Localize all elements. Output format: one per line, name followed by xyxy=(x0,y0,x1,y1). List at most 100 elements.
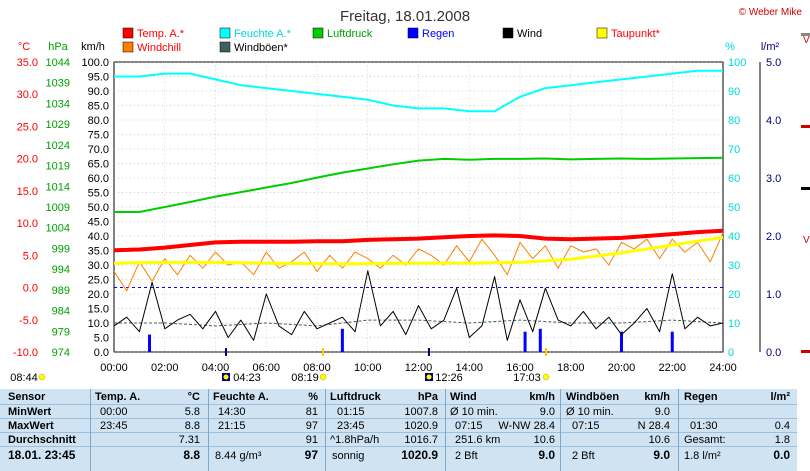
tick-pressure: 989 xyxy=(52,285,70,297)
col-divider xyxy=(560,389,561,471)
tick-humidity: 50 xyxy=(728,202,740,214)
legend-label: Taupunkt* xyxy=(611,28,661,40)
max-gust-a: 07:15 xyxy=(572,420,600,432)
min-hum-time: 14:30 xyxy=(218,406,246,418)
sun-icon xyxy=(319,373,327,381)
tick-x: 12:00 xyxy=(405,362,433,374)
tick-humidity: 80 xyxy=(728,115,740,127)
cur-rain-a: 1.8 l/m² xyxy=(684,450,721,462)
rain-bar xyxy=(340,328,344,352)
edge-mark-mid: V xyxy=(803,235,810,246)
tick-wind: 65.0 xyxy=(88,159,109,171)
tick-pressure: 999 xyxy=(52,243,70,255)
col-divider xyxy=(325,389,326,471)
max-hum-time: 21:15 xyxy=(218,420,246,432)
series-layer xyxy=(113,69,724,352)
tick-wind: 95.0 xyxy=(88,72,109,84)
axis-label-wind: km/h xyxy=(81,41,105,53)
rain-bar xyxy=(148,334,152,352)
legend-swatch xyxy=(219,41,231,53)
tick-wind: 10.0 xyxy=(88,318,109,330)
max-press-time: 23:45 xyxy=(337,420,365,432)
min-temp-val: 5.8 xyxy=(184,406,200,418)
legend-item: Windböen* xyxy=(219,41,289,54)
tick-wind: 35.0 xyxy=(88,246,109,258)
avg-temp-val: 7.31 xyxy=(178,434,200,446)
max-wind-a: 07:15 xyxy=(455,420,483,432)
axis-label-rain: l/m² xyxy=(761,41,780,53)
tick-rain: 3.0 xyxy=(766,173,781,185)
tick-wind: 70.0 xyxy=(88,144,109,156)
max-rain-val: 0.4 xyxy=(774,420,790,432)
tick-x: 04:00 xyxy=(202,362,230,374)
row-max-label: MaxWert xyxy=(8,420,54,432)
tick-humidity: 10 xyxy=(728,318,740,330)
series-luftdruck xyxy=(114,156,724,213)
legend-swatch xyxy=(219,27,231,39)
astro-marker: 04:23 xyxy=(222,372,261,384)
tick-temp: 0.0 xyxy=(23,283,38,295)
col-divider xyxy=(445,389,446,471)
avg-rain-val: 1.8 xyxy=(774,434,790,446)
min-wind-a: Ø 10 min. xyxy=(450,406,498,418)
avg-rain-a: Gesamt: xyxy=(684,434,726,446)
tick-x: 20:00 xyxy=(608,362,636,374)
tick-x: 08:00 xyxy=(303,362,331,374)
edge-tick-3 xyxy=(801,187,810,190)
legend-swatch xyxy=(502,27,514,39)
copyright: © Weber Mike xyxy=(739,7,803,18)
series-temp-a xyxy=(113,228,724,253)
moon-dot xyxy=(426,374,432,380)
tick-x: 10:00 xyxy=(354,362,382,374)
min-wind-val: 9.0 xyxy=(539,406,555,418)
astro-time: 08:44 xyxy=(10,372,38,384)
max-press-val: 1020.9 xyxy=(404,420,438,432)
cur-hum-val: 97 xyxy=(304,448,318,462)
tick-pressure: 984 xyxy=(52,306,70,318)
legend-label: Luftdruck xyxy=(327,28,373,40)
hdr-humidity: Feuchte A. xyxy=(213,391,269,403)
tick-pressure: 994 xyxy=(52,264,70,276)
astro-time: 12:26 xyxy=(435,372,463,384)
tick-pressure: 1009 xyxy=(46,202,70,214)
legend-item: Feuchte A.* xyxy=(219,27,292,40)
min-press-val: 1007.8 xyxy=(404,406,438,418)
tick-pressure: 1039 xyxy=(46,78,70,90)
astro-time: 17:03 xyxy=(513,372,541,384)
avg-wind-a: 251.6 km xyxy=(455,434,501,446)
tick-wind: 75.0 xyxy=(88,130,109,142)
col-divider xyxy=(208,389,209,471)
tick-wind: 50.0 xyxy=(88,202,109,214)
tick-pressure: 1034 xyxy=(46,98,70,110)
tick-wind: 5.0 xyxy=(94,333,109,345)
tick-pressure: 1004 xyxy=(46,223,70,235)
avg-gust-val: 10.6 xyxy=(648,434,670,446)
col-divider xyxy=(90,389,91,471)
hdr-pressure-unit: hPa xyxy=(417,391,438,403)
tick-x: 22:00 xyxy=(658,362,686,374)
legend-swatch xyxy=(407,27,419,39)
tick-humidity: 30 xyxy=(728,260,740,272)
tick-x: 24:00 xyxy=(709,362,737,374)
tick-humidity: 20 xyxy=(728,289,740,301)
moon-dot xyxy=(223,374,229,380)
min-gust-val: 9.0 xyxy=(654,406,670,418)
axes: °C 35.0 30.0 25.0 20.0 15.0 10.0 5.0 0.0 -5.0 -10.… xyxy=(13,41,781,374)
tick-x: 02:00 xyxy=(151,362,179,374)
hdr-temp: Temp. A. xyxy=(95,391,141,403)
astro-marker: 08:44 xyxy=(10,372,46,384)
rain-bar xyxy=(538,328,542,352)
max-gust-b: N 28.4 xyxy=(637,420,670,432)
tick-wind: 90.0 xyxy=(88,86,109,98)
tick-x: 18:00 xyxy=(557,362,585,374)
cur-rain-val: 0.0 xyxy=(773,448,790,462)
cur-wind-val: 9.0 xyxy=(538,448,555,462)
legend-item: Regen xyxy=(407,27,454,40)
row-current-label: 18.01. 23:45 xyxy=(8,448,76,462)
tick-wind: 55.0 xyxy=(88,188,109,200)
tick-wind: 40.0 xyxy=(88,231,109,243)
cur-hum-a: 8.44 g/m³ xyxy=(215,450,262,462)
series-windchill xyxy=(113,232,724,292)
cur-gust-val: 9.0 xyxy=(653,448,670,462)
tick-humidity: 90 xyxy=(728,86,740,98)
